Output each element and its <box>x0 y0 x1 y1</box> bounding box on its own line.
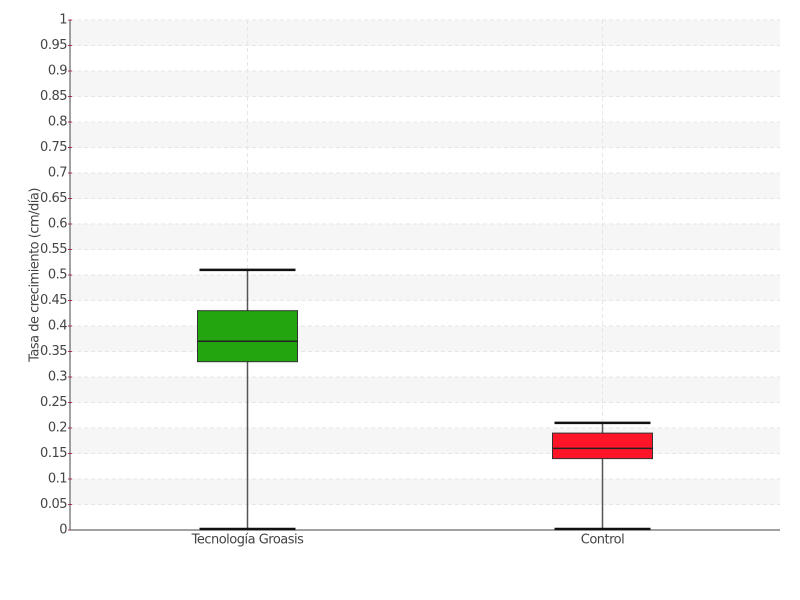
box <box>552 432 653 460</box>
y-tick-label: 0.4 <box>48 319 67 334</box>
y-tick-label: 0.85 <box>40 89 67 104</box>
y-tick-label: 0.05 <box>40 497 67 512</box>
y-tick-label: 0.5 <box>48 268 67 283</box>
grid-band <box>70 20 780 46</box>
y-tick-label: 0.1 <box>48 472 67 487</box>
y-tick-label: 0 <box>59 523 67 538</box>
box <box>197 310 298 363</box>
y-tick-label: 0.65 <box>40 191 67 206</box>
grid-band <box>70 122 780 148</box>
y-tick-label: 0.95 <box>40 38 67 53</box>
x-tick-label: Tecnología Groasis <box>191 533 305 548</box>
y-tick-label: 0.9 <box>48 64 67 79</box>
y-tick-label: 0.7 <box>48 166 67 181</box>
y-tick-label: 1 <box>59 13 67 28</box>
grid-band <box>70 275 780 301</box>
y-tick-label: 0.8 <box>48 115 67 130</box>
y-tick-label: 0.75 <box>40 140 67 155</box>
grid-band <box>70 173 780 199</box>
grid-band <box>70 428 780 454</box>
y-tick-label: 0.25 <box>40 395 67 410</box>
y-axis-label: Tasa de crecimiento (cm/día) <box>28 188 43 363</box>
grid-band <box>70 224 780 250</box>
y-tick-label: 0.15 <box>40 446 67 461</box>
x-tick-label: Control <box>581 533 625 548</box>
y-tick-label: 0.6 <box>48 217 67 232</box>
grid-band <box>70 326 780 352</box>
y-tick-label: 0.2 <box>48 421 67 436</box>
y-tick-label: 0.3 <box>48 370 67 385</box>
y-tick-label: 0.55 <box>40 242 67 257</box>
grid-band <box>70 377 780 403</box>
grid-band <box>70 479 780 505</box>
grid-band <box>70 71 780 97</box>
y-tick-label: 0.45 <box>40 293 67 308</box>
y-tick-label: 0.35 <box>40 344 67 359</box>
